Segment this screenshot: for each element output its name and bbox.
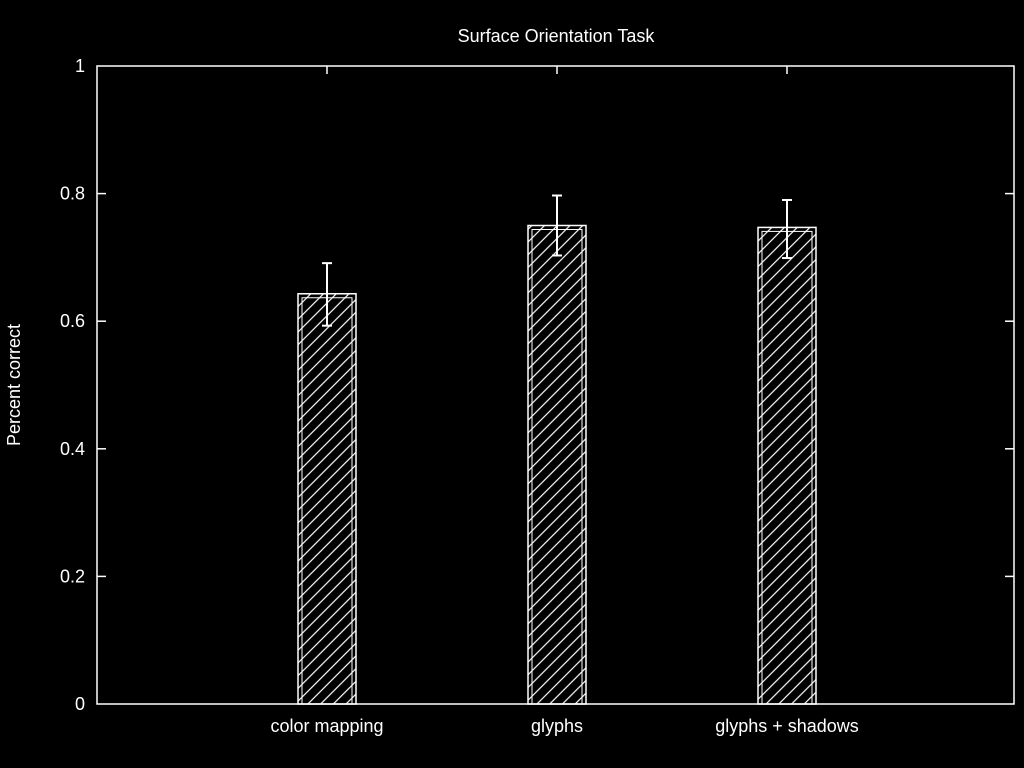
chart-title: Surface Orientation Task (458, 26, 656, 46)
y-tick-label: 0.2 (60, 566, 85, 586)
bars (297, 224, 817, 705)
y-tick-label: 0.8 (60, 184, 85, 204)
bar-fill (298, 293, 356, 704)
error-bars (322, 194, 792, 327)
bar-fill (758, 227, 816, 704)
x-tick-label: glyphs (531, 716, 583, 736)
bar-fill (528, 225, 586, 704)
x-tick-label: color mapping (270, 716, 383, 736)
y-tick-label: 0.4 (60, 439, 85, 459)
x-axis-tick-labels: color mapping glyphs glyphs + shadows (270, 716, 858, 736)
y-axis-label: Percent correct (4, 324, 24, 446)
y-tick-label: 0.6 (60, 311, 85, 331)
y-tick-label: 1 (75, 56, 85, 76)
y-tick-label: 0 (75, 694, 85, 714)
x-tick-label: glyphs + shadows (715, 716, 859, 736)
y-axis-ticks: 0 0.2 0.4 0.6 0.8 1 (60, 56, 1014, 714)
